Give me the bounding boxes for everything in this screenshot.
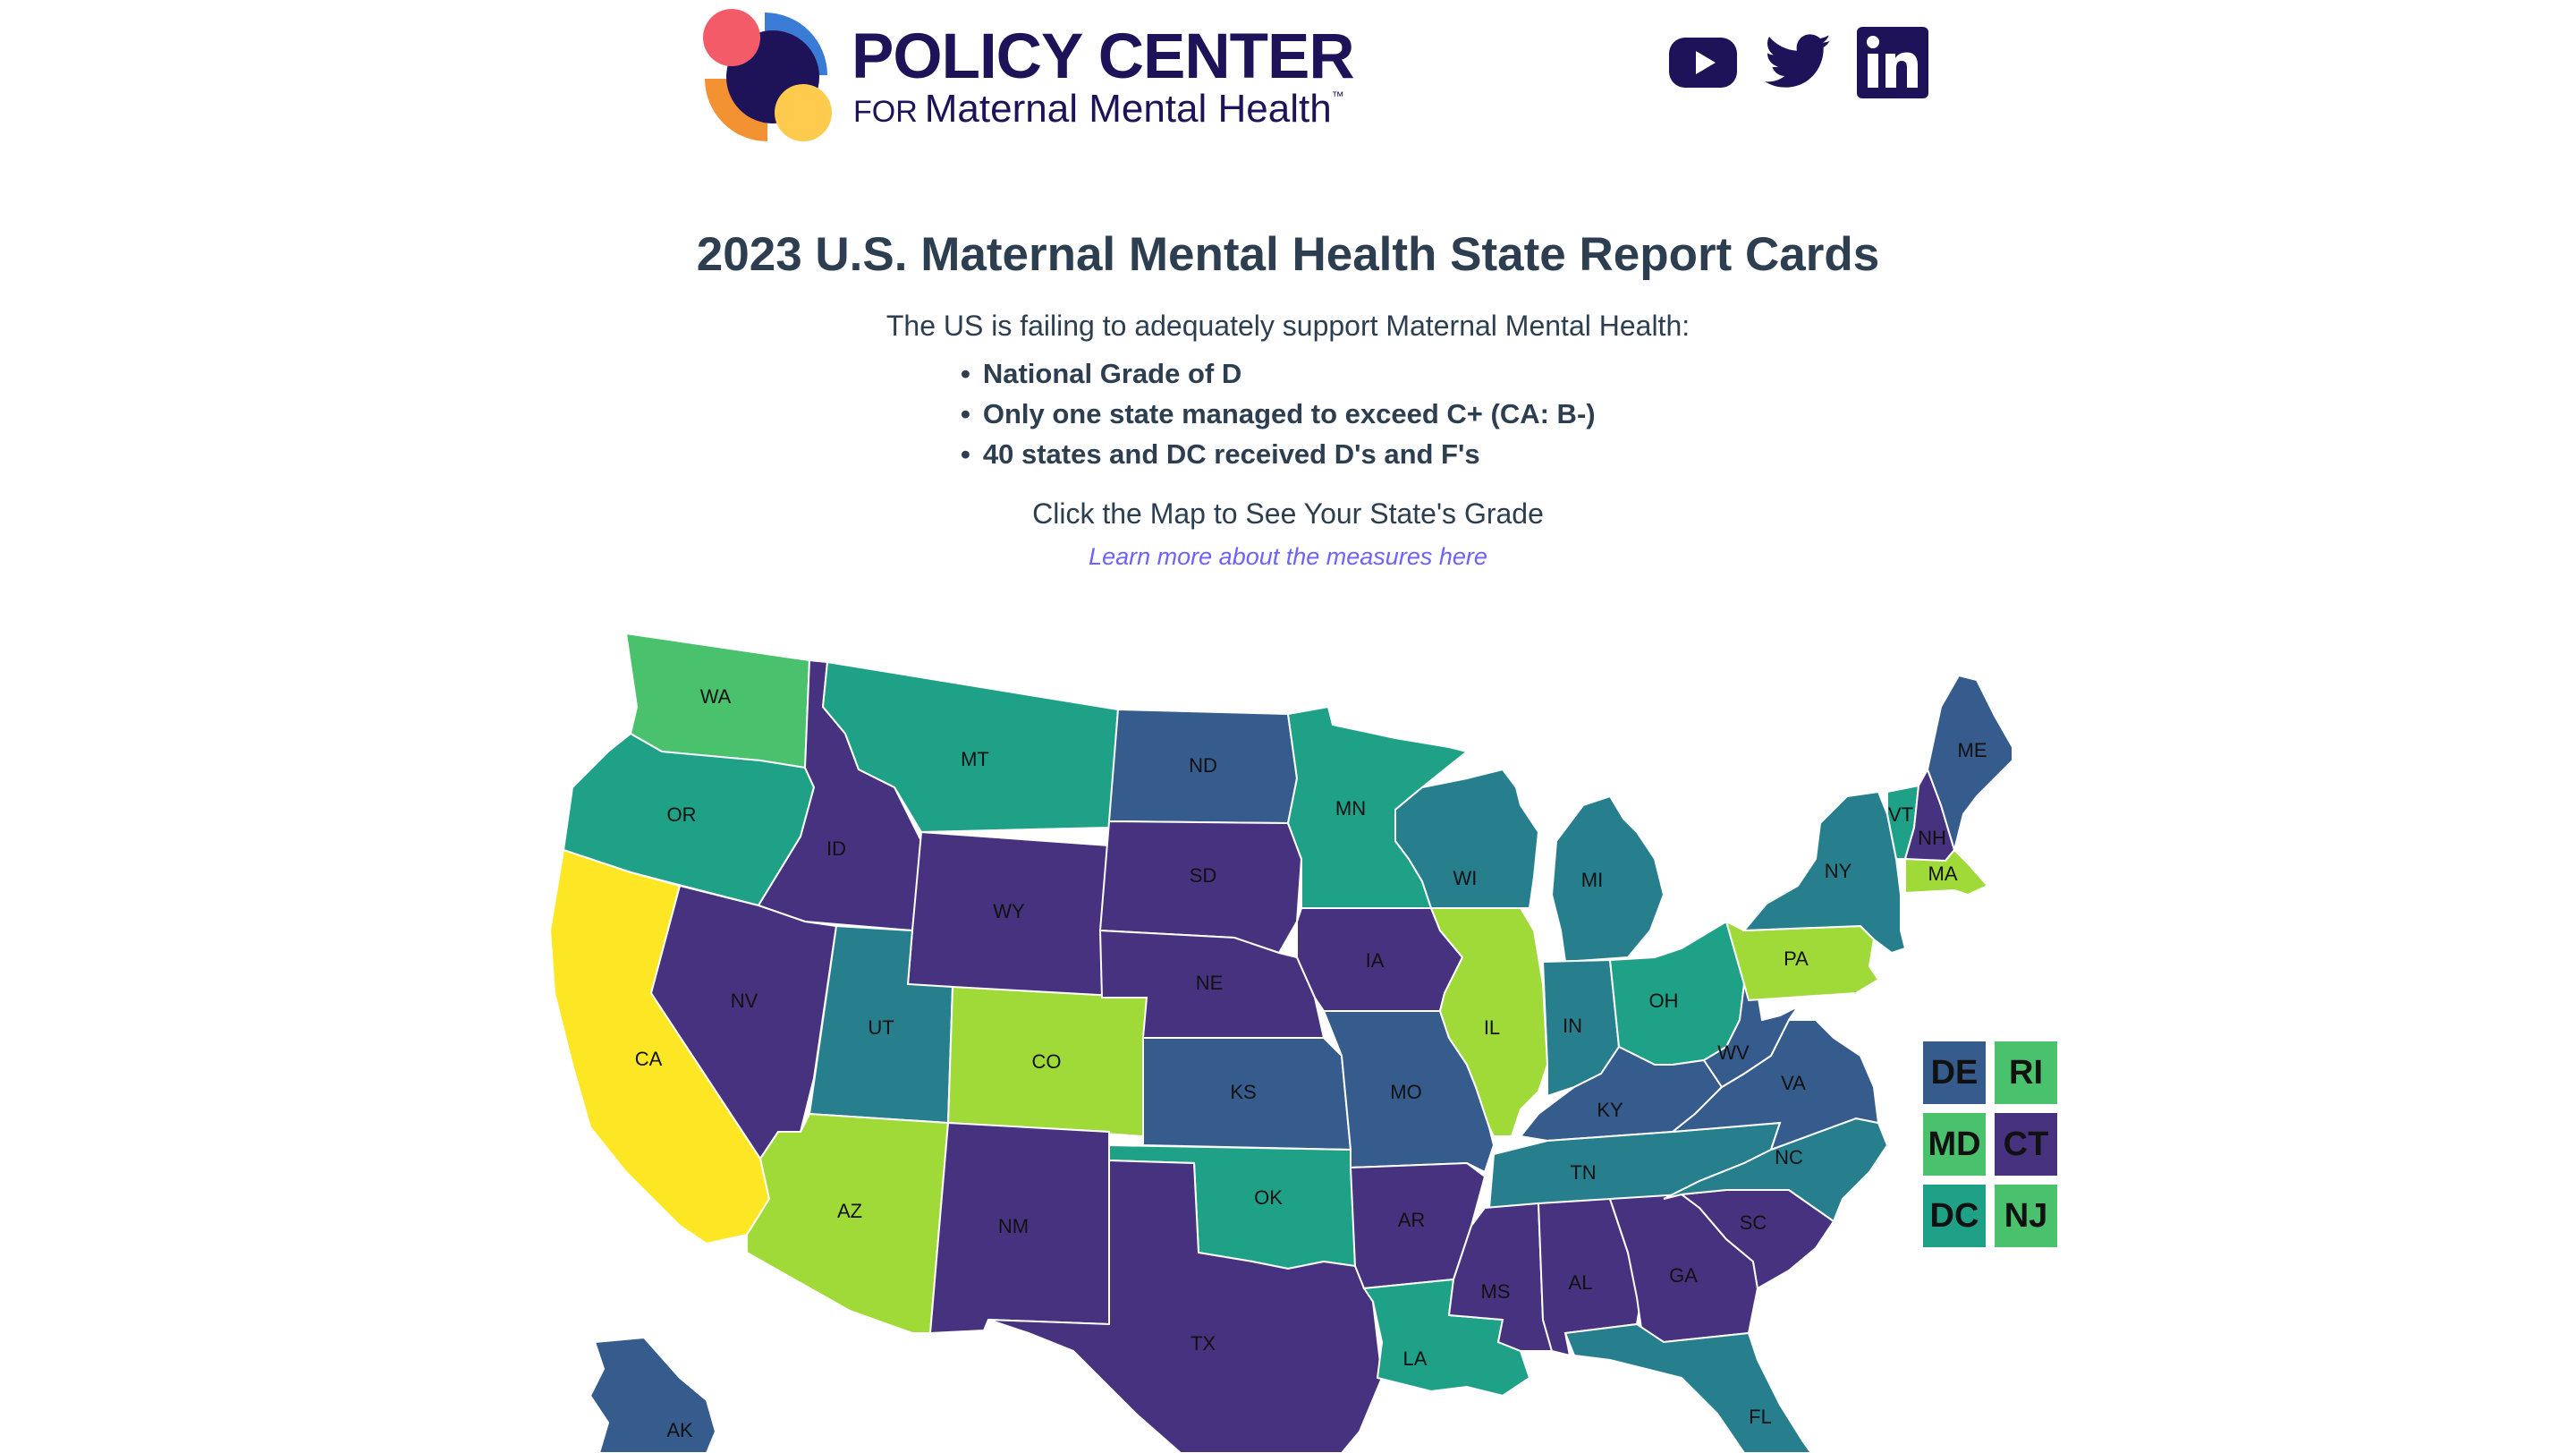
state-label-id: ID (826, 837, 846, 860)
intro-text: The US is failing to adequately support … (886, 310, 1690, 342)
state-wi[interactable] (1394, 768, 1540, 909)
state-label-or: OR (667, 803, 697, 826)
finding-national-grade: National Grade of D (961, 353, 1596, 394)
state-nv[interactable] (649, 884, 838, 1160)
state-az[interactable] (746, 1112, 950, 1334)
small-state-ri[interactable]: RI (1993, 1040, 2059, 1106)
state-label-az: AZ (837, 1200, 862, 1222)
state-label-oh: OH (1649, 990, 1679, 1012)
state-label-tn: TN (1570, 1161, 1596, 1184)
state-label-mo: MO (1390, 1081, 1421, 1103)
state-label-mn: MN (1335, 797, 1366, 820)
state-label-ks: KS (1230, 1081, 1256, 1103)
brand-name: POLICY CENTER (852, 21, 1355, 92)
state-label-ne: NE (1196, 972, 1224, 994)
state-label-sd: SD (1190, 864, 1217, 887)
state-label-ky: KY (1597, 1099, 1623, 1121)
state-label-ny: NY (1825, 860, 1852, 882)
state-label-vt: VT (1888, 803, 1913, 826)
state-il[interactable] (1429, 907, 1549, 1137)
state-ms[interactable] (1447, 1202, 1554, 1352)
state-mi[interactable] (1550, 794, 1665, 964)
twitter-icon[interactable] (1762, 27, 1834, 103)
state-label-ga: GA (1669, 1264, 1698, 1287)
state-label-nh: NH (1918, 827, 1946, 849)
state-wv[interactable] (1702, 982, 1801, 1089)
state-label-pa: PA (1784, 947, 1809, 970)
state-label-wy: WY (993, 900, 1025, 922)
state-label-ar: AR (1398, 1209, 1426, 1231)
linkedin-icon[interactable] (1857, 27, 1928, 103)
logo-mark-icon (703, 9, 832, 141)
page-title: 2023 U.S. Maternal Mental Health State R… (696, 228, 1880, 281)
small-state-md[interactable]: MD (1921, 1111, 1987, 1177)
state-label-nv: NV (731, 990, 758, 1012)
us-states-map[interactable]: WA OR CA ID NV MT WY UT AZ CO NM ND SD NE KS OK TX MN IA MO… (0, 608, 2576, 1453)
key-findings-list: National Grade of D Only one state manag… (961, 353, 1596, 474)
state-nc[interactable] (1663, 1117, 1889, 1223)
state-label-in: IN (1563, 1015, 1582, 1037)
state-label-mi: MI (1581, 869, 1603, 891)
state-label-ca: CA (635, 1048, 663, 1070)
state-label-fl: FL (1749, 1406, 1772, 1428)
state-label-wa: WA (700, 685, 732, 708)
state-label-co: CO (1032, 1050, 1062, 1073)
state-ak[interactable] (589, 1336, 717, 1453)
state-label-ia: IA (1366, 949, 1385, 972)
state-label-ma: MA (1928, 862, 1958, 885)
small-state-dc[interactable]: DC (1921, 1183, 1987, 1249)
state-fl[interactable] (1563, 1322, 1813, 1453)
brand-subtitle: FOR Maternal Mental Health™ (853, 89, 1344, 129)
state-label-va: VA (1781, 1072, 1806, 1094)
small-state-ct[interactable]: CT (1993, 1111, 2059, 1177)
state-label-nc: NC (1775, 1146, 1803, 1168)
state-label-il: IL (1484, 1016, 1500, 1039)
state-label-nm: NM (998, 1215, 1029, 1237)
state-label-tx: TX (1191, 1332, 1216, 1355)
youtube-icon[interactable] (1667, 27, 1739, 103)
state-label-la: LA (1403, 1347, 1428, 1370)
policy-center-logo[interactable]: POLICY CENTER FOR Maternal Mental Health™ (698, 5, 1404, 149)
state-label-ok: OK (1254, 1186, 1283, 1209)
state-label-ut: UT (868, 1016, 894, 1039)
state-label-ak: AK (666, 1419, 693, 1441)
brand-subtitle-text: Maternal Mental Health (924, 87, 1332, 131)
state-label-wv: WV (1717, 1041, 1750, 1064)
learn-more-link[interactable]: Learn more about the measures here (1089, 543, 1487, 570)
trademark: ™ (1331, 89, 1344, 103)
finding-exceed-c-plus: Only one state managed to exceed C+ (CA:… (961, 394, 1596, 434)
map-instructions: Click the Map to See Your State's Grade (1032, 497, 1544, 530)
state-label-me: ME (1958, 739, 1987, 761)
finding-d-and-f: 40 states and DC received D's and F's (961, 434, 1596, 474)
state-label-al: AL (1569, 1271, 1593, 1294)
state-label-ms: MS (1481, 1280, 1511, 1303)
state-label-sc: SC (1740, 1211, 1767, 1234)
small-state-de[interactable]: DE (1921, 1040, 1987, 1106)
state-label-wi: WI (1453, 867, 1478, 889)
state-tx[interactable] (987, 1159, 1384, 1453)
state-label-mt: MT (961, 748, 989, 770)
state-ma[interactable] (1904, 848, 1989, 896)
state-ne[interactable] (1098, 929, 1326, 1039)
state-label-nd: ND (1189, 754, 1217, 777)
brand-for: FOR (853, 95, 918, 129)
small-state-nj[interactable]: NJ (1993, 1183, 2059, 1249)
